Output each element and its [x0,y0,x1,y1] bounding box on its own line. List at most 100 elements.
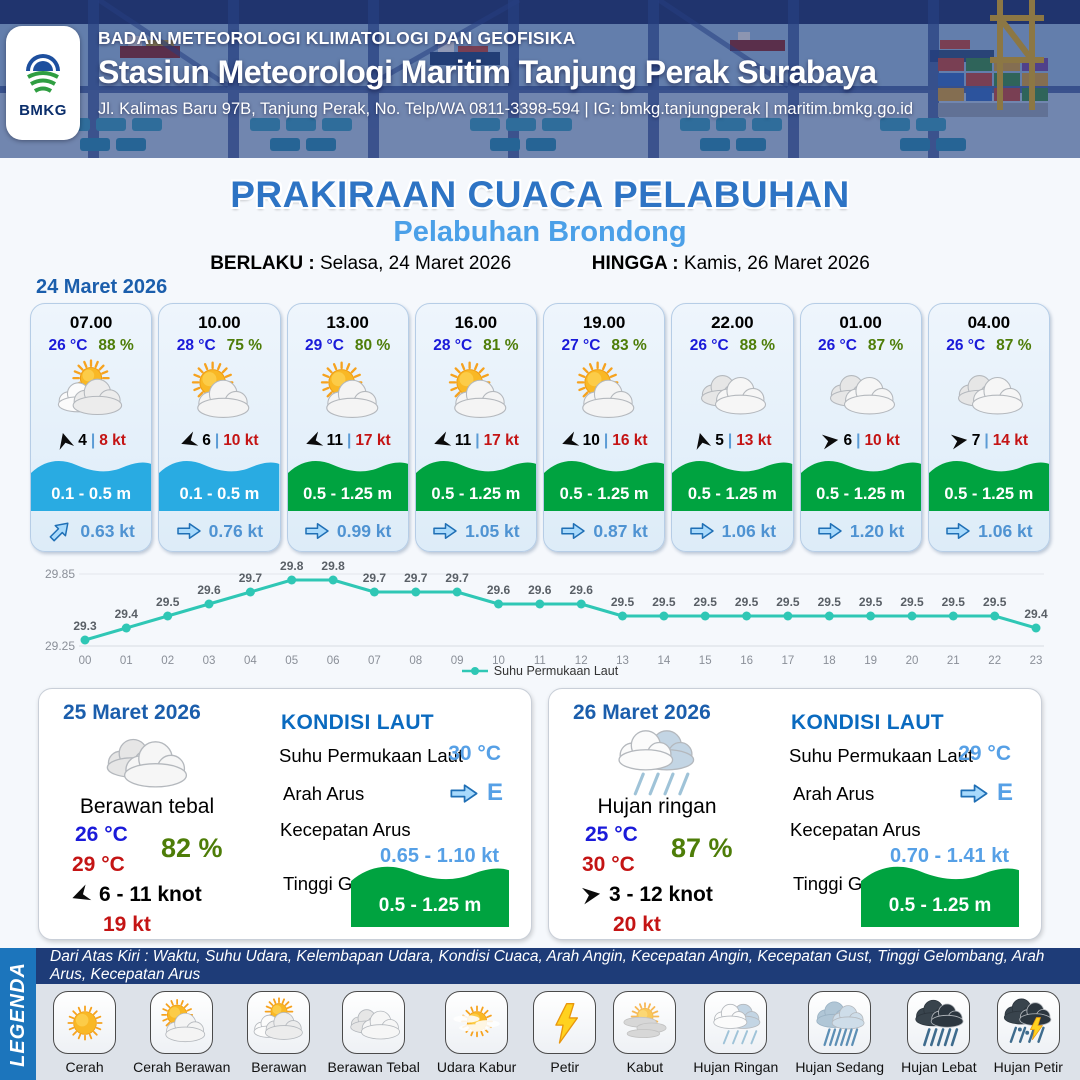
wind-direction-icon [582,887,601,905]
card-wave-band: 0.5 - 1.25 m [415,453,536,511]
page-title: PRAKIRAAN CUACA PELABUHAN [230,174,850,215]
card-humidity: 75 % [226,337,263,354]
svg-text:29.5: 29.5 [652,595,676,609]
card-temperature: 28 °C [176,337,216,354]
legend-item: Hujan Petir [994,991,1063,1075]
card-wind: 7 | 14 kt [929,432,1049,450]
legenda-vertical-strip: LEGENDA [0,948,36,1080]
svg-text:21: 21 [947,655,960,667]
legend-item: Udara Kabur [437,991,516,1075]
card-wind-speed: 7 [971,432,981,449]
panel-gust: 19 kt [103,913,151,936]
legend-item-label: Cerah Berawan [133,1059,231,1075]
legend-item-label: Hujan Sedang [795,1059,885,1075]
weather-icon-cerah-berawan [448,361,507,418]
svg-text:29.85: 29.85 [45,567,75,581]
card-wave-band: 0.5 - 1.25 m [287,453,408,511]
panel-wind-range: 6 - 11 knot [99,883,202,906]
card-wave-height: 0.5 - 1.25 m [687,485,777,503]
card-weather-icon [288,357,408,429]
legend-item: Kabut [613,991,677,1075]
svg-text:18: 18 [823,655,836,667]
panel-date: 25 Maret 2026 [63,701,201,724]
svg-text:17: 17 [782,655,795,667]
card-weather-icon [416,357,536,429]
svg-text:08: 08 [409,655,422,667]
svg-text:01: 01 [120,655,133,667]
weather-icon-berawan-tebal [349,1008,400,1039]
card-wave-height: 0.1 - 0.5 m [51,485,132,503]
card-gust: 10 kt [864,432,900,449]
svg-text:29.5: 29.5 [694,595,718,609]
forecast-cards-row: 07.00 26 °C 88 % 4 | 8 kt 0.1 - 0.5 m 0.… [30,303,1050,552]
card-gust: 17 kt [483,432,519,449]
card-wave-height: 0.5 - 1.25 m [559,485,649,503]
day-panels-row: 25 Maret 2026 Berawan tebal 26 °C 29 °C … [38,688,1042,940]
card-humidity: 81 % [483,337,519,354]
card-gust: 8 kt [99,432,126,449]
wind-direction-icon [72,884,92,901]
weather-icon-kabut [623,1001,667,1038]
card-current-speed: 0.87 kt [593,520,648,541]
card-wave-band: 0.5 - 1.25 m [928,453,1049,511]
svg-text:29.5: 29.5 [900,595,924,609]
svg-text:16: 16 [740,655,753,667]
valid-to-value: Kamis, 26 Maret 2026 [683,253,870,274]
legend-icon-box [150,991,214,1054]
card-wind: 6 | 10 kt [159,431,279,450]
card-wave-height: 0.5 - 1.25 m [303,485,393,503]
station-name: Stasiun Meteorologi Maritim Tanjung Pera… [98,54,877,90]
legend-item-label: Petir [550,1059,580,1075]
wind-direction-icon [181,431,199,446]
header-banner: BMKG BADAN METEOROLOGI KLIMATOLOGI DAN G… [0,0,1080,158]
svg-text:29.5: 29.5 [818,595,842,609]
card-wind: 6 | 10 kt [801,432,921,450]
weather-icon-cerah [66,1004,103,1041]
card-gust: 17 kt [355,432,391,449]
svg-text:29.25: 29.25 [45,639,75,653]
card-wave-height: 0.1 - 0.5 m [179,485,260,503]
wave-shape [544,461,665,511]
card-current-speed: 0.76 kt [208,520,264,541]
card-time: 01.00 [839,313,882,332]
wind-direction-icon [59,433,75,450]
panel-weather-icon [611,721,699,801]
card-gust: 13 kt [736,432,772,449]
wave-shape [672,461,793,511]
card-humidity: 80 % [354,337,391,354]
card-time: 13.00 [326,313,369,332]
valid-from-value: Selasa, 24 Maret 2026 [319,253,512,274]
weather-icon-berawan [253,996,303,1040]
card-humidity: 87 % [996,337,1032,354]
crane-icon [990,0,1044,110]
forecast-card: 04.00 26 °C 87 % 7 | 14 kt 0.5 - 1.25 m … [927,303,1050,552]
sst-line-chart: 29.85 29.25 29.3 00 29.4 01 29.5 02 29.6 03 29.7 04… [45,559,1048,667]
svg-text:06: 06 [327,655,340,667]
card-current: 0.99 kt [288,511,408,551]
panel-gust: 20 kt [613,913,661,936]
wave-shape [159,461,280,511]
card-current: 1.20 kt [801,511,921,551]
card-temperature: 26 °C [48,337,88,354]
legend-icon-box [613,991,677,1054]
legend-item-label: Berawan Tebal [327,1059,420,1075]
svg-text:29.5: 29.5 [859,595,883,609]
legend-items-row: Cerah Cerah Berawan Berawan Berawan Teba… [36,984,1080,1080]
legend-item: Hujan Sedang [795,991,884,1075]
legenda-label: LEGENDA [6,961,29,1067]
weather-icon-hujan-petir [1004,998,1052,1043]
chart-legend-marker-icon [461,667,488,675]
legend-icon-box [445,991,509,1054]
wind-gust-separator: | [475,432,480,449]
forecast-card: 01.00 26 °C 87 % 6 | 10 kt 0.5 - 1.25 m … [799,303,922,552]
wind-direction-icon [696,433,712,450]
weather-icon-berawan [57,359,123,416]
weather-icon-cerah-berawan [320,361,378,418]
current-direction-label: Arah Arus [283,783,365,804]
card-temperature: 26 °C [946,337,986,354]
svg-text:29.6: 29.6 [570,583,594,597]
wind-direction-icon [822,434,839,450]
legend-item-label: Berawan [251,1059,307,1075]
panel-humidity: 87 % [671,833,733,863]
